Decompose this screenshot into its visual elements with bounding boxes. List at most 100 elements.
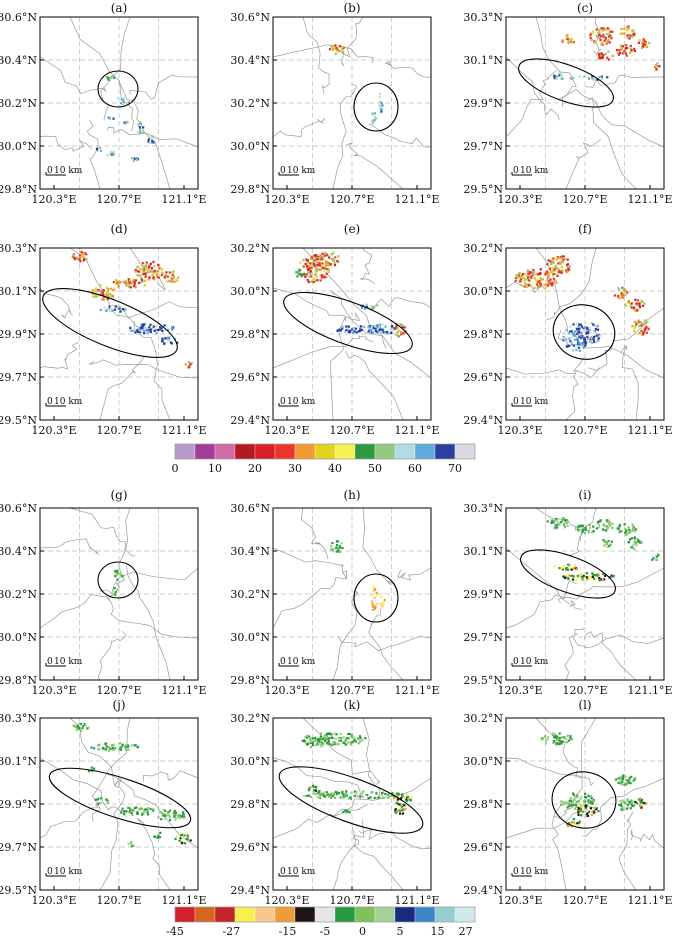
echo-cell — [112, 117, 115, 120]
map-panel-l: (l)0 10 km30.2°N30.0°N29.8°N29.6°N29.4°N1… — [463, 698, 672, 907]
echo-cell — [553, 75, 556, 78]
echo-cell — [320, 738, 323, 741]
echo-cell — [595, 28, 598, 31]
echo-cell — [115, 278, 118, 282]
echo-cell — [623, 523, 626, 526]
echo-cell — [627, 541, 630, 544]
echo-cell — [147, 331, 150, 334]
echo-cell — [602, 573, 605, 576]
echo-cell — [589, 807, 593, 810]
echo-cell — [152, 141, 155, 144]
echo-cell — [566, 264, 569, 267]
echo-cell — [165, 271, 168, 274]
echo-cell — [610, 37, 613, 40]
echo-cell — [105, 798, 108, 801]
echo-cell — [178, 839, 181, 842]
echo-cell — [329, 794, 332, 797]
county-boundary — [368, 123, 432, 148]
echo-cell — [589, 33, 592, 36]
echo-cell — [308, 794, 311, 797]
echo-cell — [640, 329, 643, 333]
echo-cell — [516, 276, 519, 279]
echo-cell — [309, 746, 313, 749]
echo-cell — [579, 797, 582, 800]
echo-cell — [583, 801, 586, 804]
echo-cell — [127, 101, 130, 104]
echo-cell — [567, 566, 570, 569]
echo-cell — [378, 96, 381, 99]
echo-cell — [395, 792, 399, 795]
echo-cell — [566, 823, 569, 826]
echo-cell — [344, 331, 347, 334]
ytick-label: 29.7°N — [463, 140, 503, 153]
echo-cell — [121, 575, 124, 578]
echo-cell — [391, 328, 394, 331]
echo-cell — [607, 50, 610, 53]
echo-cell — [605, 529, 608, 532]
echo-cell — [567, 42, 570, 45]
echo-cell — [312, 261, 315, 264]
echo-cell — [83, 258, 86, 261]
echo-cell — [621, 775, 624, 778]
echo-cell — [579, 323, 582, 326]
echo-cell — [108, 293, 111, 296]
echo-cell — [633, 547, 636, 551]
echo-cell — [602, 33, 605, 36]
echo-cell — [371, 603, 374, 606]
county-boundary — [546, 247, 597, 321]
echo-cell — [403, 326, 406, 329]
echo-cell — [528, 279, 531, 282]
echo-cell — [133, 157, 136, 160]
echo-cell — [143, 326, 147, 329]
echo-cell — [375, 332, 378, 335]
echo-cell — [591, 802, 594, 805]
scalebar-zero: 0 — [280, 166, 286, 176]
echo-cell — [592, 800, 595, 803]
echo-cell — [305, 258, 308, 261]
echo-cell — [596, 333, 599, 336]
echo-cell — [117, 285, 120, 288]
echo-cell — [163, 274, 166, 277]
echo-cell — [632, 306, 635, 309]
echo-cell — [189, 839, 192, 842]
ytick-label: 29.6°N — [230, 371, 270, 384]
panel-label: (i) — [578, 488, 591, 502]
echo-cell — [572, 794, 575, 797]
echo-cell — [157, 816, 160, 819]
echo-cell — [598, 75, 601, 79]
echo-cell — [310, 256, 313, 259]
echo-cell — [635, 323, 638, 326]
echo-cell — [553, 527, 557, 530]
echo-cell — [83, 252, 87, 255]
ytick-label: 29.9°N — [0, 328, 37, 341]
echo-cell — [547, 259, 550, 262]
echo-cell — [99, 149, 103, 152]
echo-cell — [537, 273, 540, 276]
echo-cell — [309, 271, 312, 275]
echo-cell — [317, 742, 320, 745]
echo-cell — [316, 258, 319, 261]
echo-cell — [128, 280, 131, 283]
echo-cell — [621, 32, 624, 35]
echo-cell — [514, 276, 518, 280]
echo-cell — [335, 743, 338, 746]
echo-cell — [140, 324, 143, 327]
echo-cell — [145, 261, 148, 264]
echo-cell — [584, 342, 587, 345]
echo-cell — [146, 268, 149, 271]
echo-cell — [639, 321, 642, 324]
echo-cell — [600, 43, 603, 46]
echo-cell — [186, 835, 190, 838]
echo-cell — [151, 140, 154, 143]
county-boundary — [136, 817, 171, 891]
echo-cell — [319, 793, 322, 796]
echo-cell — [146, 269, 149, 273]
echo-cell — [154, 271, 157, 274]
echo-cell — [132, 844, 135, 847]
echo-cell — [565, 567, 568, 570]
echo-cell — [604, 28, 607, 31]
echo-cell — [306, 278, 309, 282]
echo-cell — [637, 539, 640, 542]
echo-cell — [143, 811, 146, 814]
echo-cell — [573, 807, 577, 810]
